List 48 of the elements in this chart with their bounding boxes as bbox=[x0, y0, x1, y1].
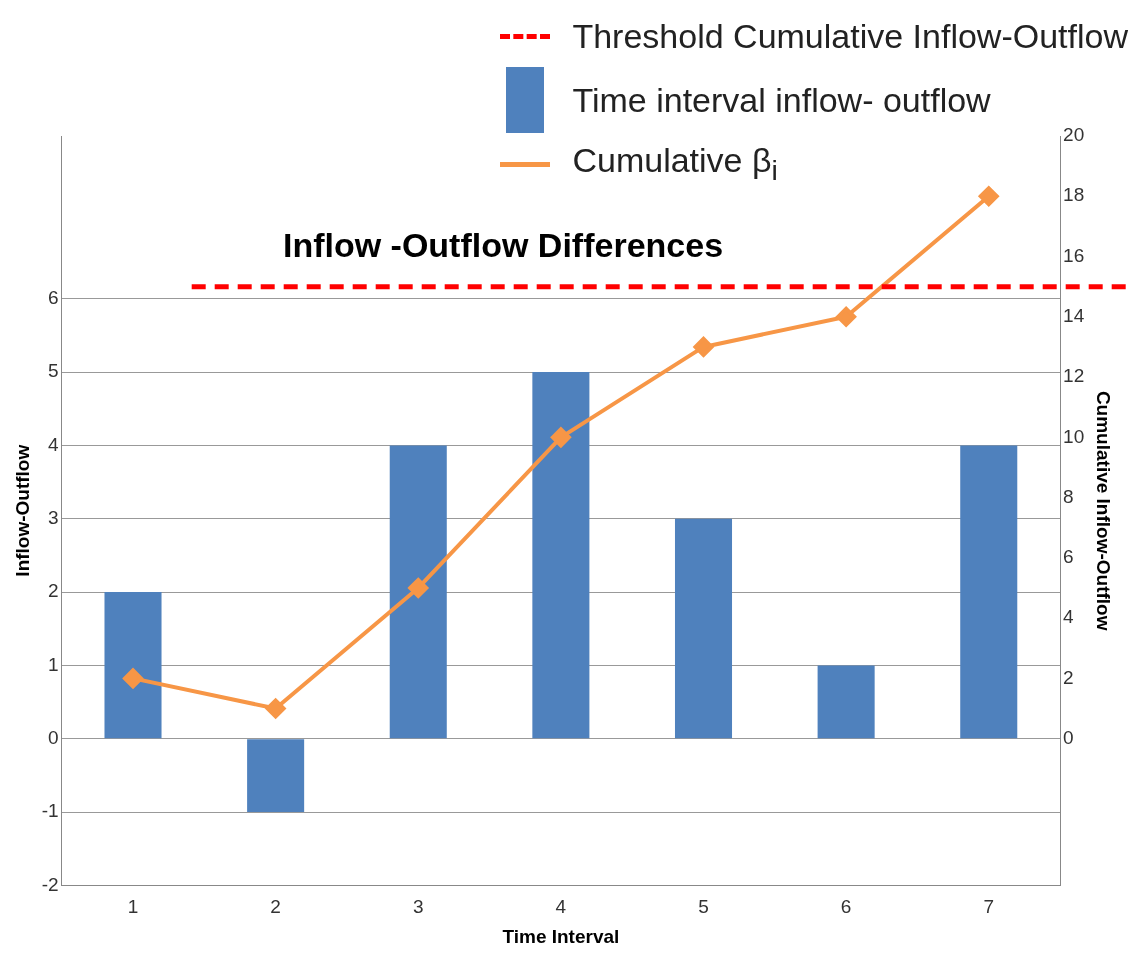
bar bbox=[960, 445, 1018, 739]
y2-tick-label: 4 bbox=[1063, 606, 1075, 628]
point bbox=[408, 577, 429, 598]
y-tick-label: -2 bbox=[41, 873, 59, 895]
legend-label: Time interval inflow- outflow bbox=[572, 80, 991, 120]
x-tick-label: 6 bbox=[840, 896, 852, 918]
bar bbox=[532, 372, 590, 739]
point bbox=[978, 186, 999, 207]
point bbox=[693, 336, 714, 357]
x-tick-label: 7 bbox=[983, 896, 995, 918]
x-axis-title: Time Interval bbox=[502, 925, 620, 947]
x-tick-label: 1 bbox=[127, 896, 139, 918]
y2-tick-label: 16 bbox=[1063, 244, 1085, 266]
point bbox=[123, 668, 144, 689]
y2-tick-label: 10 bbox=[1063, 425, 1085, 447]
y-tick-label: 3 bbox=[48, 507, 59, 528]
point bbox=[265, 698, 286, 719]
y2-tick-label: 2 bbox=[1063, 666, 1074, 688]
point bbox=[836, 306, 857, 327]
y2-tick-label: 14 bbox=[1063, 305, 1085, 327]
y-tick-label: 2 bbox=[48, 580, 59, 602]
bar bbox=[674, 518, 733, 739]
text: Inflow -Outflow Differences bbox=[282, 225, 724, 264]
legend-label: Threshold Cumulative Inflow-Outflow bbox=[572, 16, 1128, 56]
y2-tick-label: 12 bbox=[1063, 365, 1085, 387]
y2-tick-label: 0 bbox=[1063, 726, 1074, 748]
y-tick-label: 0 bbox=[48, 726, 59, 748]
y2-tick-label: 20 bbox=[1063, 124, 1085, 146]
x-tick-label: 3 bbox=[412, 896, 424, 918]
bar bbox=[389, 445, 447, 739]
bar bbox=[104, 592, 162, 739]
y-tick-label: 5 bbox=[48, 360, 59, 382]
x-tick-label: 4 bbox=[555, 896, 567, 918]
y-axis-title: Inflow-Outflow bbox=[11, 444, 33, 577]
y-tick-label: 1 bbox=[48, 653, 59, 675]
y2-axis-title: Cumulative Inflow-Outflow bbox=[1093, 390, 1115, 631]
y2-tick-label: 6 bbox=[1063, 546, 1074, 568]
y-tick-label: -1 bbox=[41, 800, 59, 822]
y-tick-label: 6 bbox=[48, 287, 59, 309]
bar bbox=[817, 665, 875, 739]
x-tick-label: 5 bbox=[698, 896, 709, 918]
y-tick-label: 4 bbox=[48, 433, 60, 455]
y2-tick-label: 18 bbox=[1063, 184, 1085, 206]
point bbox=[550, 427, 571, 448]
bar bbox=[247, 739, 305, 813]
legend-label: Cumulative β$_{i}$ bbox=[572, 141, 778, 187]
y2-tick-label: 8 bbox=[1063, 485, 1074, 507]
x-tick-label: 2 bbox=[270, 896, 281, 918]
